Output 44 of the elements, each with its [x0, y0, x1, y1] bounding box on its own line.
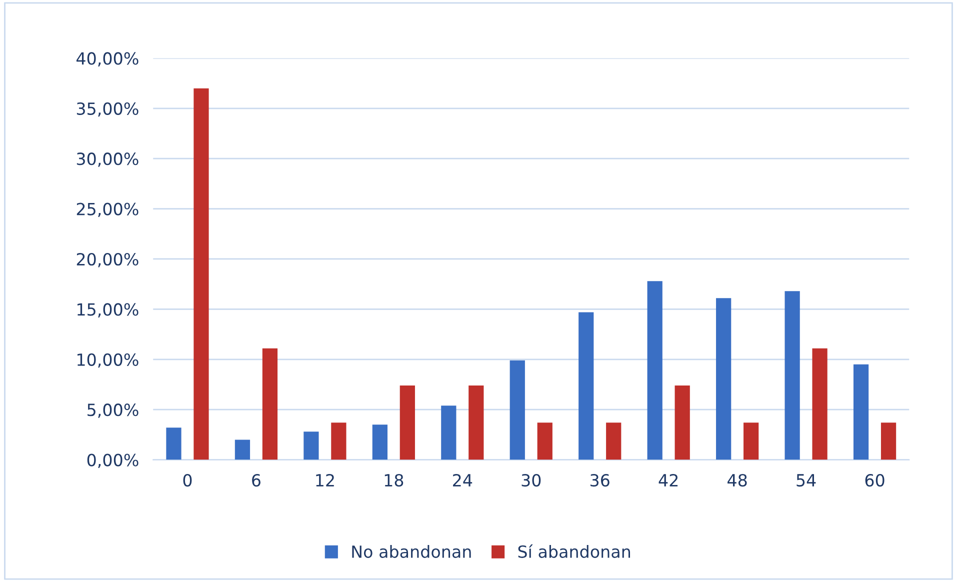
x-tick-label: 18	[384, 474, 404, 487]
bar	[510, 360, 525, 460]
legend-label: No abandonan	[352, 545, 471, 558]
x-tick-label: 42	[658, 474, 678, 486]
x-tick-label: 6	[252, 474, 260, 487]
bar	[647, 281, 662, 460]
x-tick-label: 36	[590, 474, 610, 487]
legend-label: Sí abandonan	[518, 544, 630, 558]
bar	[578, 312, 594, 460]
y-tick-label: 5,00%	[88, 404, 138, 418]
bar	[880, 422, 896, 460]
bar	[194, 88, 209, 460]
bar	[853, 364, 869, 460]
bar	[441, 406, 456, 460]
y-tick-label: 25,00%	[76, 202, 138, 218]
bar	[468, 385, 484, 460]
x-tick-label: 30	[522, 474, 541, 487]
bar	[372, 424, 388, 460]
bar	[716, 298, 732, 460]
bar	[331, 422, 346, 460]
x-tick-label: 24	[453, 474, 472, 486]
bar	[262, 348, 278, 460]
x-tick-label: 0	[183, 474, 192, 487]
bar	[234, 440, 250, 460]
bar	[304, 432, 319, 460]
y-tick-label: 30,00%	[76, 152, 138, 167]
y-tick-label: 40,00%	[76, 52, 138, 66]
bar	[166, 428, 182, 460]
bar	[674, 385, 690, 460]
bar	[400, 385, 415, 460]
y-tick-label: 0,00%	[87, 454, 138, 468]
x-tick-label: 48	[728, 474, 747, 487]
x-tick-label: 12	[316, 474, 334, 486]
bar	[784, 291, 800, 460]
y-tick-label: 35,00%	[76, 102, 138, 117]
y-tick-label: 15,00%	[78, 303, 138, 318]
bar	[537, 422, 552, 460]
x-tick-label: 60	[865, 474, 884, 487]
y-tick-label: 10,00%	[78, 353, 138, 368]
y-tick-label: 20,00%	[76, 252, 138, 268]
x-tick-label: 54	[796, 474, 816, 487]
bar	[812, 348, 828, 460]
bar	[744, 422, 759, 460]
bar	[606, 422, 622, 460]
